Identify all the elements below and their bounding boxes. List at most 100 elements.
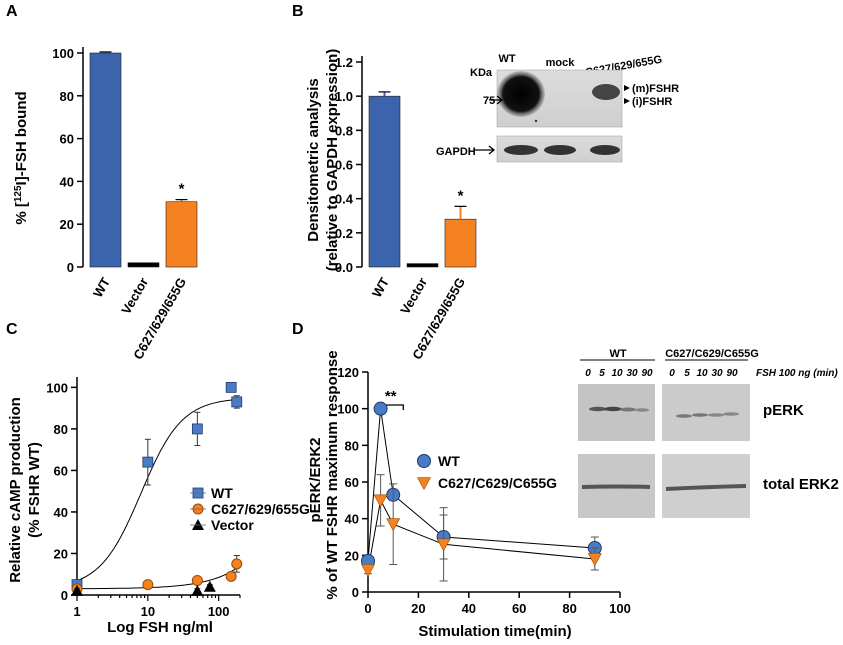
chart-c-y-tick-label: 60 — [54, 463, 68, 478]
blot-b-gapdh-band-mock — [544, 145, 576, 155]
chart-c-ylabel-line2: (% FSHR WT) — [26, 442, 43, 538]
panel-label-a: A — [6, 3, 18, 20]
blot-d-perk-label: pERK — [763, 402, 804, 419]
blot-d-lanes-mutant: 0 5 10 30 90 — [669, 368, 738, 379]
blot-b-lane-wt: WT — [498, 53, 515, 65]
chart-d-series-line — [367, 498, 595, 571]
chart-c-point-c627-629-655g — [142, 579, 154, 591]
chart-a-y-tick-label: 100 — [52, 46, 74, 61]
blot-d-band — [604, 406, 622, 412]
chart-c-ylabel-line1: Relative cAMP production — [7, 397, 24, 583]
chart-c-legend-label: WT — [211, 485, 233, 501]
blot-d-band — [692, 413, 708, 417]
blot-d-lane: 5 — [684, 368, 690, 379]
blot-d-band — [723, 412, 739, 416]
blot-d-erk2-wt-band — [581, 484, 651, 489]
chart-c-point-vector — [191, 584, 204, 596]
blot-d-lane: 10 — [696, 368, 708, 379]
blot-b-kda-label: KDa — [470, 67, 493, 79]
chart-a: % [125I]-FSH bound — [13, 91, 30, 224]
chart-d-y-tick-label: 80 — [345, 438, 359, 453]
chart-d-y-tick-label: 100 — [337, 402, 359, 417]
chart-d-legend-marker — [416, 477, 432, 491]
chart-d: pERK/ERK2 % of WT FSHR maximum response … — [307, 350, 572, 640]
blot-d-band — [676, 414, 692, 418]
blot-b-ifshr-arrow — [624, 98, 630, 104]
blot-d-condition: FSH 100 ng (min) — [756, 368, 838, 379]
blot-b-marker-75: 75 — [483, 95, 495, 107]
blot-d-lane: 0 — [669, 368, 675, 379]
chart-a-x-tick-label: WT — [90, 275, 113, 300]
chart-d-point-c627-c629-c655g — [436, 538, 451, 552]
chart-c-x-tick-label: 10 — [141, 604, 155, 619]
chart-d-y-tick-label: 20 — [345, 548, 359, 563]
western-blot-b: KDa WT mock C627/629/655G 75 (m)FSHR (i)… — [436, 53, 679, 163]
chart-c-y-tick-label: 20 — [54, 546, 68, 561]
chart-c-xlabel: Log FSH ng/ml — [107, 619, 213, 636]
chart-b: Densitometric analysis (relative to GAPD… — [305, 49, 341, 272]
blot-b-ifshr-label: (i)FSHR — [632, 96, 672, 108]
panel-label-b: B — [292, 3, 304, 20]
chart-b-y-tick-label: 1.2 — [335, 55, 353, 70]
chart-c-point-c627-629-655g — [191, 574, 203, 586]
chart-b-bar — [444, 218, 477, 268]
chart-a-bar — [165, 201, 198, 268]
blot-b-gapdh-label: GAPDH — [436, 146, 476, 158]
chart-d-x-tick-label: 0 — [364, 601, 371, 616]
chart-d-legend-marker — [417, 454, 431, 468]
chart-d-point-wt — [373, 401, 388, 416]
chart-c-point-wt — [191, 423, 203, 435]
blot-d-perk-mutant-membrane — [662, 384, 750, 441]
chart-b-bar — [368, 95, 401, 268]
chart-d-y-tick-label: 120 — [337, 365, 359, 380]
chart-c-y-tick-label: 40 — [54, 505, 68, 520]
chart-c: Relative cAMP production (% FSHR WT) Log… — [7, 397, 213, 636]
chart-c-x-tick-label: 100 — [208, 604, 230, 619]
chart-c-wt-fit-line — [76, 398, 241, 582]
blot-d-band — [620, 407, 636, 412]
chart-d-point-c627-c629-c655g — [587, 553, 602, 567]
chart-c-x-tick-label: 1 — [73, 604, 80, 619]
chart-c-point-c627-629-655g — [231, 558, 243, 570]
chart-a-y-tick-label: 0 — [67, 260, 74, 275]
blot-b-gapdh-band-wt — [504, 145, 538, 155]
chart-b-bar — [406, 263, 439, 268]
chart-b-significance-marker: * — [458, 187, 464, 204]
blot-b-lane-mock: mock — [546, 57, 576, 69]
blot-d-group-mutant: C627/C629/C655G — [665, 348, 759, 360]
blot-b-wt-band — [497, 71, 545, 117]
chart-b-y-tick-label: 0.2 — [335, 226, 353, 241]
blot-d-lane: 30 — [711, 368, 723, 379]
blot-b-speck — [534, 119, 538, 123]
blot-d-erk2-mutant-band — [665, 484, 747, 491]
panel-label-c: C — [6, 321, 18, 338]
chart-a-bar — [89, 52, 122, 268]
blot-b-mfshr-arrow — [624, 85, 630, 91]
blot-d-lanes-wt: 0 5 10 30 90 — [585, 368, 653, 379]
blot-b-mutant-band — [592, 84, 620, 100]
chart-a-bar — [127, 262, 160, 268]
chart-a-y-tick-label: 80 — [60, 89, 74, 104]
chart-a-significance-marker: * — [179, 181, 185, 198]
chart-c-y-tick-label: 100 — [46, 380, 68, 395]
chart-c-mutant-fit-line — [76, 565, 241, 590]
chart-b-x-tick-label: Vector — [397, 275, 430, 317]
chart-d-x-tick-label: 100 — [609, 601, 631, 616]
blot-d-lane: 5 — [599, 368, 605, 379]
blot-d-perk-wt-membrane — [578, 384, 655, 441]
chart-d-y-tick-label: 60 — [345, 475, 359, 490]
chart-b-y-tick-label: 0.6 — [335, 158, 353, 173]
blot-d-total-erk2-label: total ERK2 — [763, 476, 839, 493]
blot-d-group-wt: WT — [609, 348, 626, 360]
chart-d-x-tick-label: 40 — [462, 601, 476, 616]
chart-d-x-tick-label: 60 — [512, 601, 526, 616]
blot-d-lane: 90 — [726, 368, 738, 379]
blot-d-lane: 10 — [611, 368, 623, 379]
chart-d-point-c627-c629-c655g — [373, 494, 388, 508]
chart-a-y-tick-label: 60 — [60, 132, 74, 147]
blot-d-lane: 0 — [585, 368, 591, 379]
chart-c-point-vector — [71, 584, 83, 596]
chart-a-ylabel: % [125I]-FSH bound — [13, 91, 30, 224]
